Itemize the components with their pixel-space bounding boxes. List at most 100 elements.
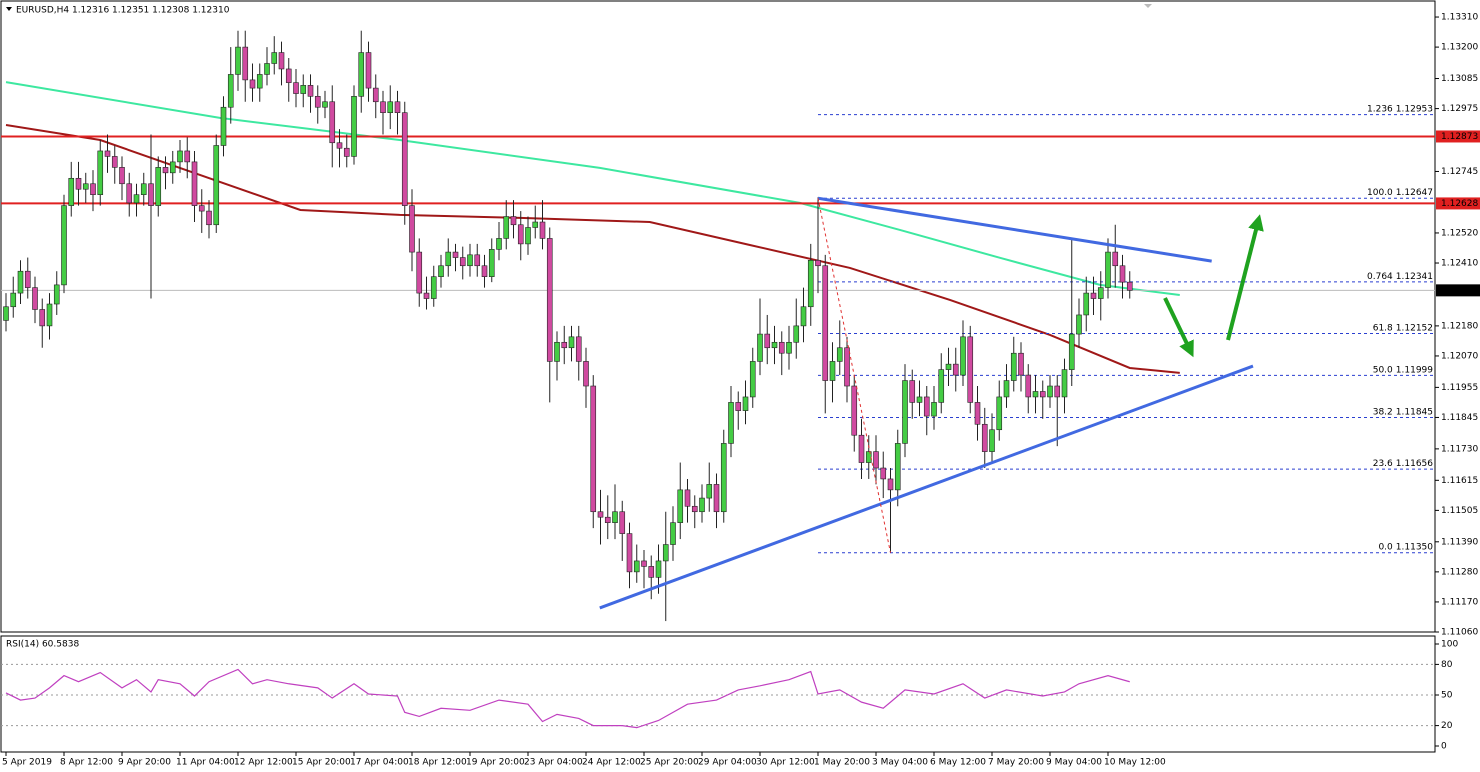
fib-ratio: 0.0 bbox=[1378, 542, 1393, 552]
candle-body bbox=[452, 251, 459, 258]
x-tick-label: 6 May 12:00 bbox=[930, 758, 986, 768]
candle-body bbox=[10, 292, 17, 308]
y-tick-label: 1.12975 bbox=[1441, 104, 1478, 114]
candle-body bbox=[322, 101, 328, 108]
y-tick-label: 1.11280 bbox=[1441, 567, 1478, 577]
fib-label: 61.8 1.12152 bbox=[1373, 323, 1433, 333]
candle-body bbox=[481, 265, 488, 277]
candle-body bbox=[517, 224, 524, 245]
candle-body bbox=[720, 443, 727, 513]
rsi-frame bbox=[0, 635, 1436, 753]
candle-body bbox=[597, 511, 604, 518]
candle-body bbox=[387, 101, 394, 113]
candle-body bbox=[1097, 287, 1104, 299]
candle-body bbox=[1068, 333, 1075, 370]
candle-body bbox=[155, 167, 162, 206]
candle-body bbox=[662, 544, 669, 562]
fib-label: 100.0 1.12647 bbox=[1367, 188, 1433, 198]
candle-body bbox=[916, 396, 923, 403]
candle-body bbox=[242, 46, 249, 81]
candle-body bbox=[394, 101, 401, 113]
candle-body bbox=[1119, 265, 1126, 283]
fib-label: 38.2 1.11845 bbox=[1373, 407, 1433, 417]
candle-body bbox=[53, 284, 60, 305]
candle-body bbox=[184, 150, 191, 163]
candle-body bbox=[996, 396, 1003, 431]
x-tick-label: 30 Apr 12:00 bbox=[756, 758, 815, 768]
candle-body bbox=[372, 87, 379, 103]
candle-body bbox=[546, 238, 553, 362]
candle-body bbox=[670, 522, 676, 545]
candle-body bbox=[90, 183, 96, 195]
candle-body bbox=[104, 150, 111, 157]
candle-body bbox=[532, 221, 539, 228]
y-tick-label: 1.11845 bbox=[1441, 413, 1478, 423]
x-tick-label: 24 Apr 12:00 bbox=[582, 758, 641, 768]
candle-body bbox=[764, 333, 771, 349]
trendline bbox=[817, 198, 891, 553]
candle-body bbox=[235, 46, 241, 75]
candle-body bbox=[909, 380, 916, 403]
candle-body bbox=[902, 380, 908, 444]
candle-body bbox=[749, 361, 756, 398]
level-label-box bbox=[1436, 130, 1480, 143]
candle-body bbox=[1112, 251, 1119, 267]
fib-ratio: 100.0 bbox=[1367, 188, 1393, 198]
rsi-tick-label: 100 bbox=[1441, 640, 1458, 650]
candle-body bbox=[851, 385, 858, 436]
level-label: 1.12628 bbox=[1441, 199, 1478, 209]
candle-body bbox=[365, 52, 372, 89]
candle-body bbox=[140, 183, 147, 195]
fib-label: 50.0 1.11999 bbox=[1373, 365, 1434, 375]
candle-body bbox=[960, 336, 966, 376]
x-tick-label: 9 May 04:00 bbox=[1046, 758, 1102, 768]
fib-ratio: 50.0 bbox=[1373, 365, 1393, 375]
level-label-box bbox=[1436, 197, 1480, 210]
candle-body bbox=[198, 205, 205, 212]
fib-ratio: 38.2 bbox=[1373, 407, 1393, 417]
x-tick-label: 3 May 04:00 bbox=[872, 758, 928, 768]
candle-body bbox=[278, 52, 285, 70]
y-tick-label: 1.12520 bbox=[1441, 228, 1478, 238]
candle-body bbox=[343, 147, 350, 157]
x-tick-label: 15 Apr 20:00 bbox=[292, 758, 351, 768]
fib-price: 1.11999 bbox=[1396, 365, 1433, 375]
fib-price: 1.12647 bbox=[1396, 188, 1433, 198]
y-tick-label: 1.11390 bbox=[1441, 537, 1478, 547]
x-tick-label: 12 Apr 12:00 bbox=[234, 758, 293, 768]
y-tick-label: 1.13200 bbox=[1441, 43, 1478, 53]
x-tick-label: 7 May 20:00 bbox=[988, 758, 1044, 768]
candle-body bbox=[75, 177, 82, 190]
candle-body bbox=[271, 52, 278, 64]
rsi-tick-label: 80 bbox=[1441, 660, 1453, 670]
x-tick-label: 9 Apr 20:00 bbox=[118, 758, 171, 768]
x-tick-label: 10 May 12:00 bbox=[1104, 758, 1166, 768]
y-tick-label: 1.12745 bbox=[1441, 167, 1478, 177]
candle-body bbox=[300, 85, 307, 94]
candle-body bbox=[39, 309, 46, 327]
candle-body bbox=[938, 369, 945, 403]
candle-body bbox=[191, 161, 198, 206]
price-frame bbox=[0, 0, 1436, 633]
candle-body bbox=[336, 142, 343, 149]
candle-body bbox=[351, 95, 357, 157]
y-tick-label: 1.11615 bbox=[1441, 476, 1478, 486]
candle-body bbox=[510, 216, 517, 226]
candle-body bbox=[206, 210, 212, 226]
candle-body bbox=[126, 183, 133, 204]
candle-body bbox=[1076, 314, 1082, 335]
y-tick-label: 1.11060 bbox=[1441, 628, 1478, 638]
candle-body bbox=[887, 478, 894, 491]
candle-body bbox=[503, 216, 510, 239]
x-tick-label: 29 Apr 04:00 bbox=[698, 758, 757, 768]
x-tick-label: 25 Apr 20:00 bbox=[640, 758, 699, 768]
candle-body bbox=[858, 434, 865, 463]
x-tick-label: 17 Apr 04:00 bbox=[350, 758, 409, 768]
fib-label: 1.236 1.12953 bbox=[1367, 104, 1433, 114]
x-tick-label: 11 Apr 04:00 bbox=[176, 758, 235, 768]
fib-label: 0.764 1.12341 bbox=[1367, 271, 1433, 281]
candle-body bbox=[967, 336, 974, 403]
candle-body bbox=[249, 79, 256, 89]
y-tick-label: 1.12410 bbox=[1441, 259, 1478, 269]
candle-body bbox=[474, 254, 481, 267]
